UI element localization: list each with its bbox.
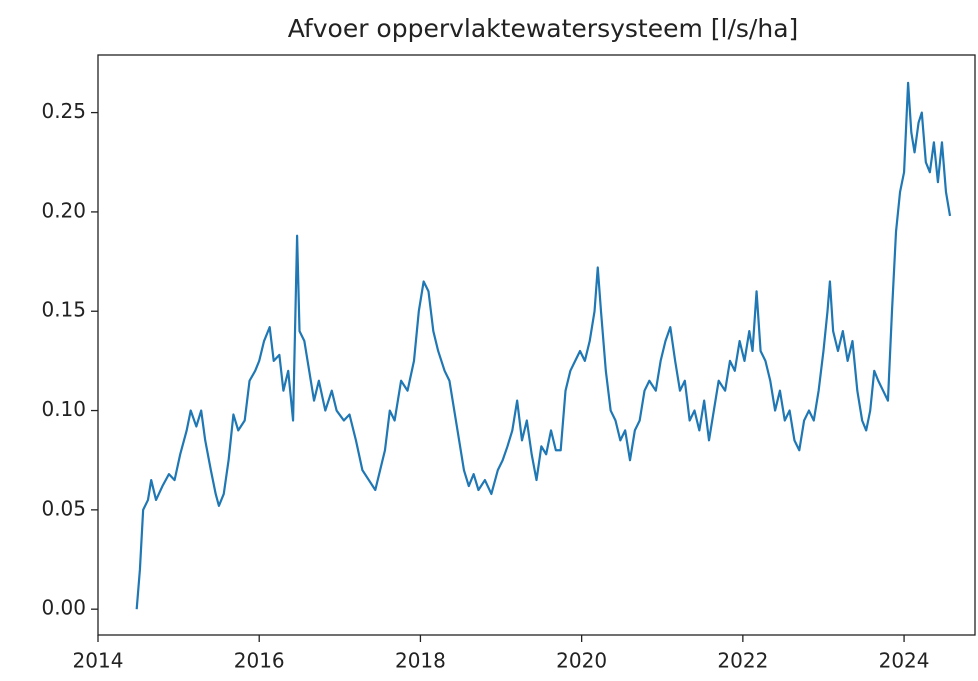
x-tick-label: 2024 (879, 649, 930, 673)
line-series (135, 81, 952, 610)
y-tick-label: 0.20 (41, 198, 86, 222)
y-tick-label: 0.05 (41, 496, 86, 520)
x-tick-label: 2016 (234, 649, 285, 673)
x-tick-label: 2018 (395, 649, 446, 673)
chart-title: Afvoer oppervlaktewatersysteem [l/s/ha] (288, 14, 799, 43)
plot-frame (97, 54, 976, 636)
y-tick-label: 0.00 (41, 596, 86, 620)
y-tick-label: 0.25 (41, 99, 86, 123)
x-tick-label: 2022 (717, 649, 768, 673)
y-tick-label: 0.15 (41, 298, 86, 322)
x-tick-label: 2014 (73, 649, 124, 673)
y-tick-label: 0.10 (41, 397, 86, 421)
x-tick-label: 2020 (556, 649, 607, 673)
